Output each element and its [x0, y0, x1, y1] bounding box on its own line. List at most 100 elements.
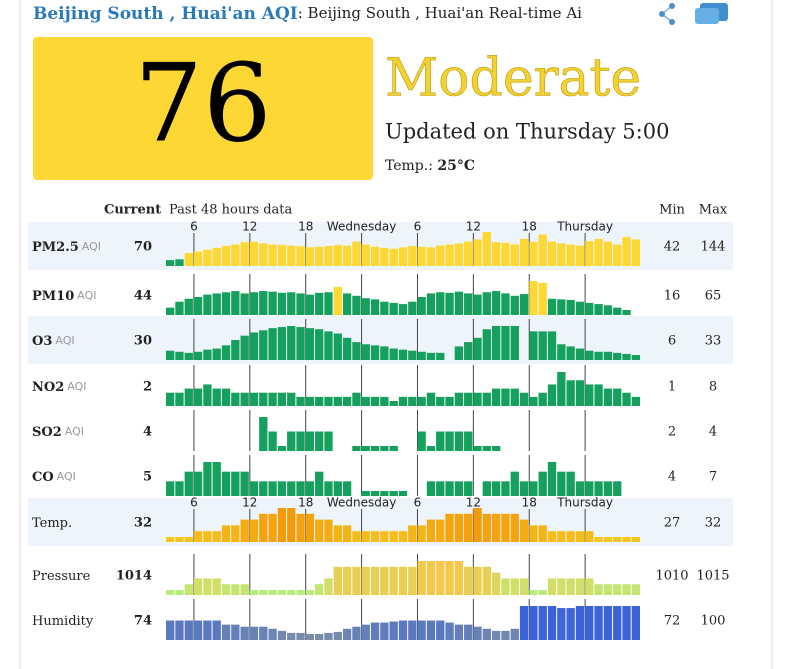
bar — [166, 537, 175, 542]
row-unit: AQI — [82, 240, 101, 253]
row-max: 8 — [709, 380, 717, 395]
bar — [259, 417, 268, 451]
time-tick-label: 18 — [522, 220, 537, 234]
bar — [603, 241, 613, 266]
row-current: 70 — [134, 240, 152, 255]
row-max: 32 — [705, 516, 722, 531]
title-link[interactable]: Beijing South , Huai'an AQI — [33, 4, 298, 24]
bar — [240, 584, 249, 595]
bar — [231, 392, 240, 406]
bar — [538, 471, 547, 496]
bar — [445, 561, 454, 595]
row-max: 4 — [709, 425, 717, 440]
bar — [240, 335, 249, 360]
bar — [240, 293, 249, 315]
bar — [305, 294, 315, 315]
temp-label: Temp.: — [385, 158, 433, 174]
bar — [501, 293, 510, 315]
bar — [501, 630, 510, 640]
bar — [333, 631, 342, 640]
bar — [547, 331, 557, 360]
bar — [193, 251, 203, 266]
bar — [585, 606, 594, 640]
bar — [268, 244, 277, 266]
bar — [370, 446, 380, 451]
bar — [389, 348, 398, 360]
bar — [417, 431, 426, 451]
bar — [324, 481, 333, 496]
bar — [221, 292, 231, 315]
bar — [408, 525, 417, 542]
bar — [454, 291, 464, 315]
bar — [287, 481, 296, 496]
bar — [510, 295, 519, 315]
bar — [380, 346, 389, 360]
bar — [622, 392, 631, 406]
bar — [305, 590, 315, 595]
bar — [240, 519, 249, 542]
bar — [622, 606, 631, 640]
bar — [361, 531, 370, 542]
bar — [426, 519, 436, 542]
bar — [585, 531, 594, 542]
bar — [296, 396, 305, 406]
aqi-level: Moderate — [385, 49, 641, 109]
bar — [510, 513, 519, 542]
bar — [519, 606, 529, 640]
bar — [501, 242, 510, 266]
bar — [277, 590, 287, 595]
bar — [370, 622, 380, 640]
bar — [585, 350, 594, 360]
bar — [426, 620, 436, 640]
bar — [491, 388, 501, 406]
bar — [510, 244, 519, 266]
bar — [398, 566, 408, 595]
bar — [417, 561, 426, 595]
bar — [370, 491, 380, 496]
row-name-text: NO2 — [32, 380, 64, 395]
bar — [240, 392, 249, 406]
bar — [315, 329, 324, 360]
bar — [361, 244, 370, 266]
bar — [333, 566, 342, 595]
bar — [464, 293, 473, 315]
col-past: Past 48 hours data — [169, 203, 293, 218]
bar — [464, 392, 473, 406]
bar — [557, 344, 566, 360]
time-tick-label: Thursday — [556, 496, 613, 510]
bar — [305, 513, 315, 542]
row-max: 1015 — [696, 569, 729, 584]
bar — [426, 293, 436, 315]
bar — [547, 384, 557, 406]
bar — [389, 446, 398, 451]
bar — [268, 392, 277, 406]
bar — [287, 431, 296, 451]
time-tick-label: 12 — [466, 496, 481, 510]
bar — [184, 537, 193, 542]
bar — [249, 519, 259, 542]
bar — [240, 242, 249, 266]
bar — [352, 342, 361, 360]
bar — [426, 247, 436, 266]
row-min: 42 — [664, 240, 681, 255]
share-icon[interactable] — [659, 3, 675, 25]
bar — [594, 481, 603, 496]
bar — [613, 481, 622, 496]
row-name-text: O3 — [32, 334, 52, 349]
bar — [454, 624, 464, 640]
bar — [501, 578, 510, 595]
bar — [249, 481, 259, 496]
bar — [277, 292, 287, 315]
bar — [380, 531, 389, 542]
chat-icon[interactable] — [695, 3, 728, 24]
bar — [510, 326, 519, 360]
bar — [603, 584, 613, 595]
bar — [482, 481, 491, 496]
row-max: 65 — [705, 289, 722, 304]
bar — [361, 396, 370, 406]
bar — [575, 531, 585, 542]
bar — [305, 431, 315, 451]
bar — [585, 302, 594, 315]
bar — [352, 626, 361, 640]
bar — [342, 396, 352, 406]
